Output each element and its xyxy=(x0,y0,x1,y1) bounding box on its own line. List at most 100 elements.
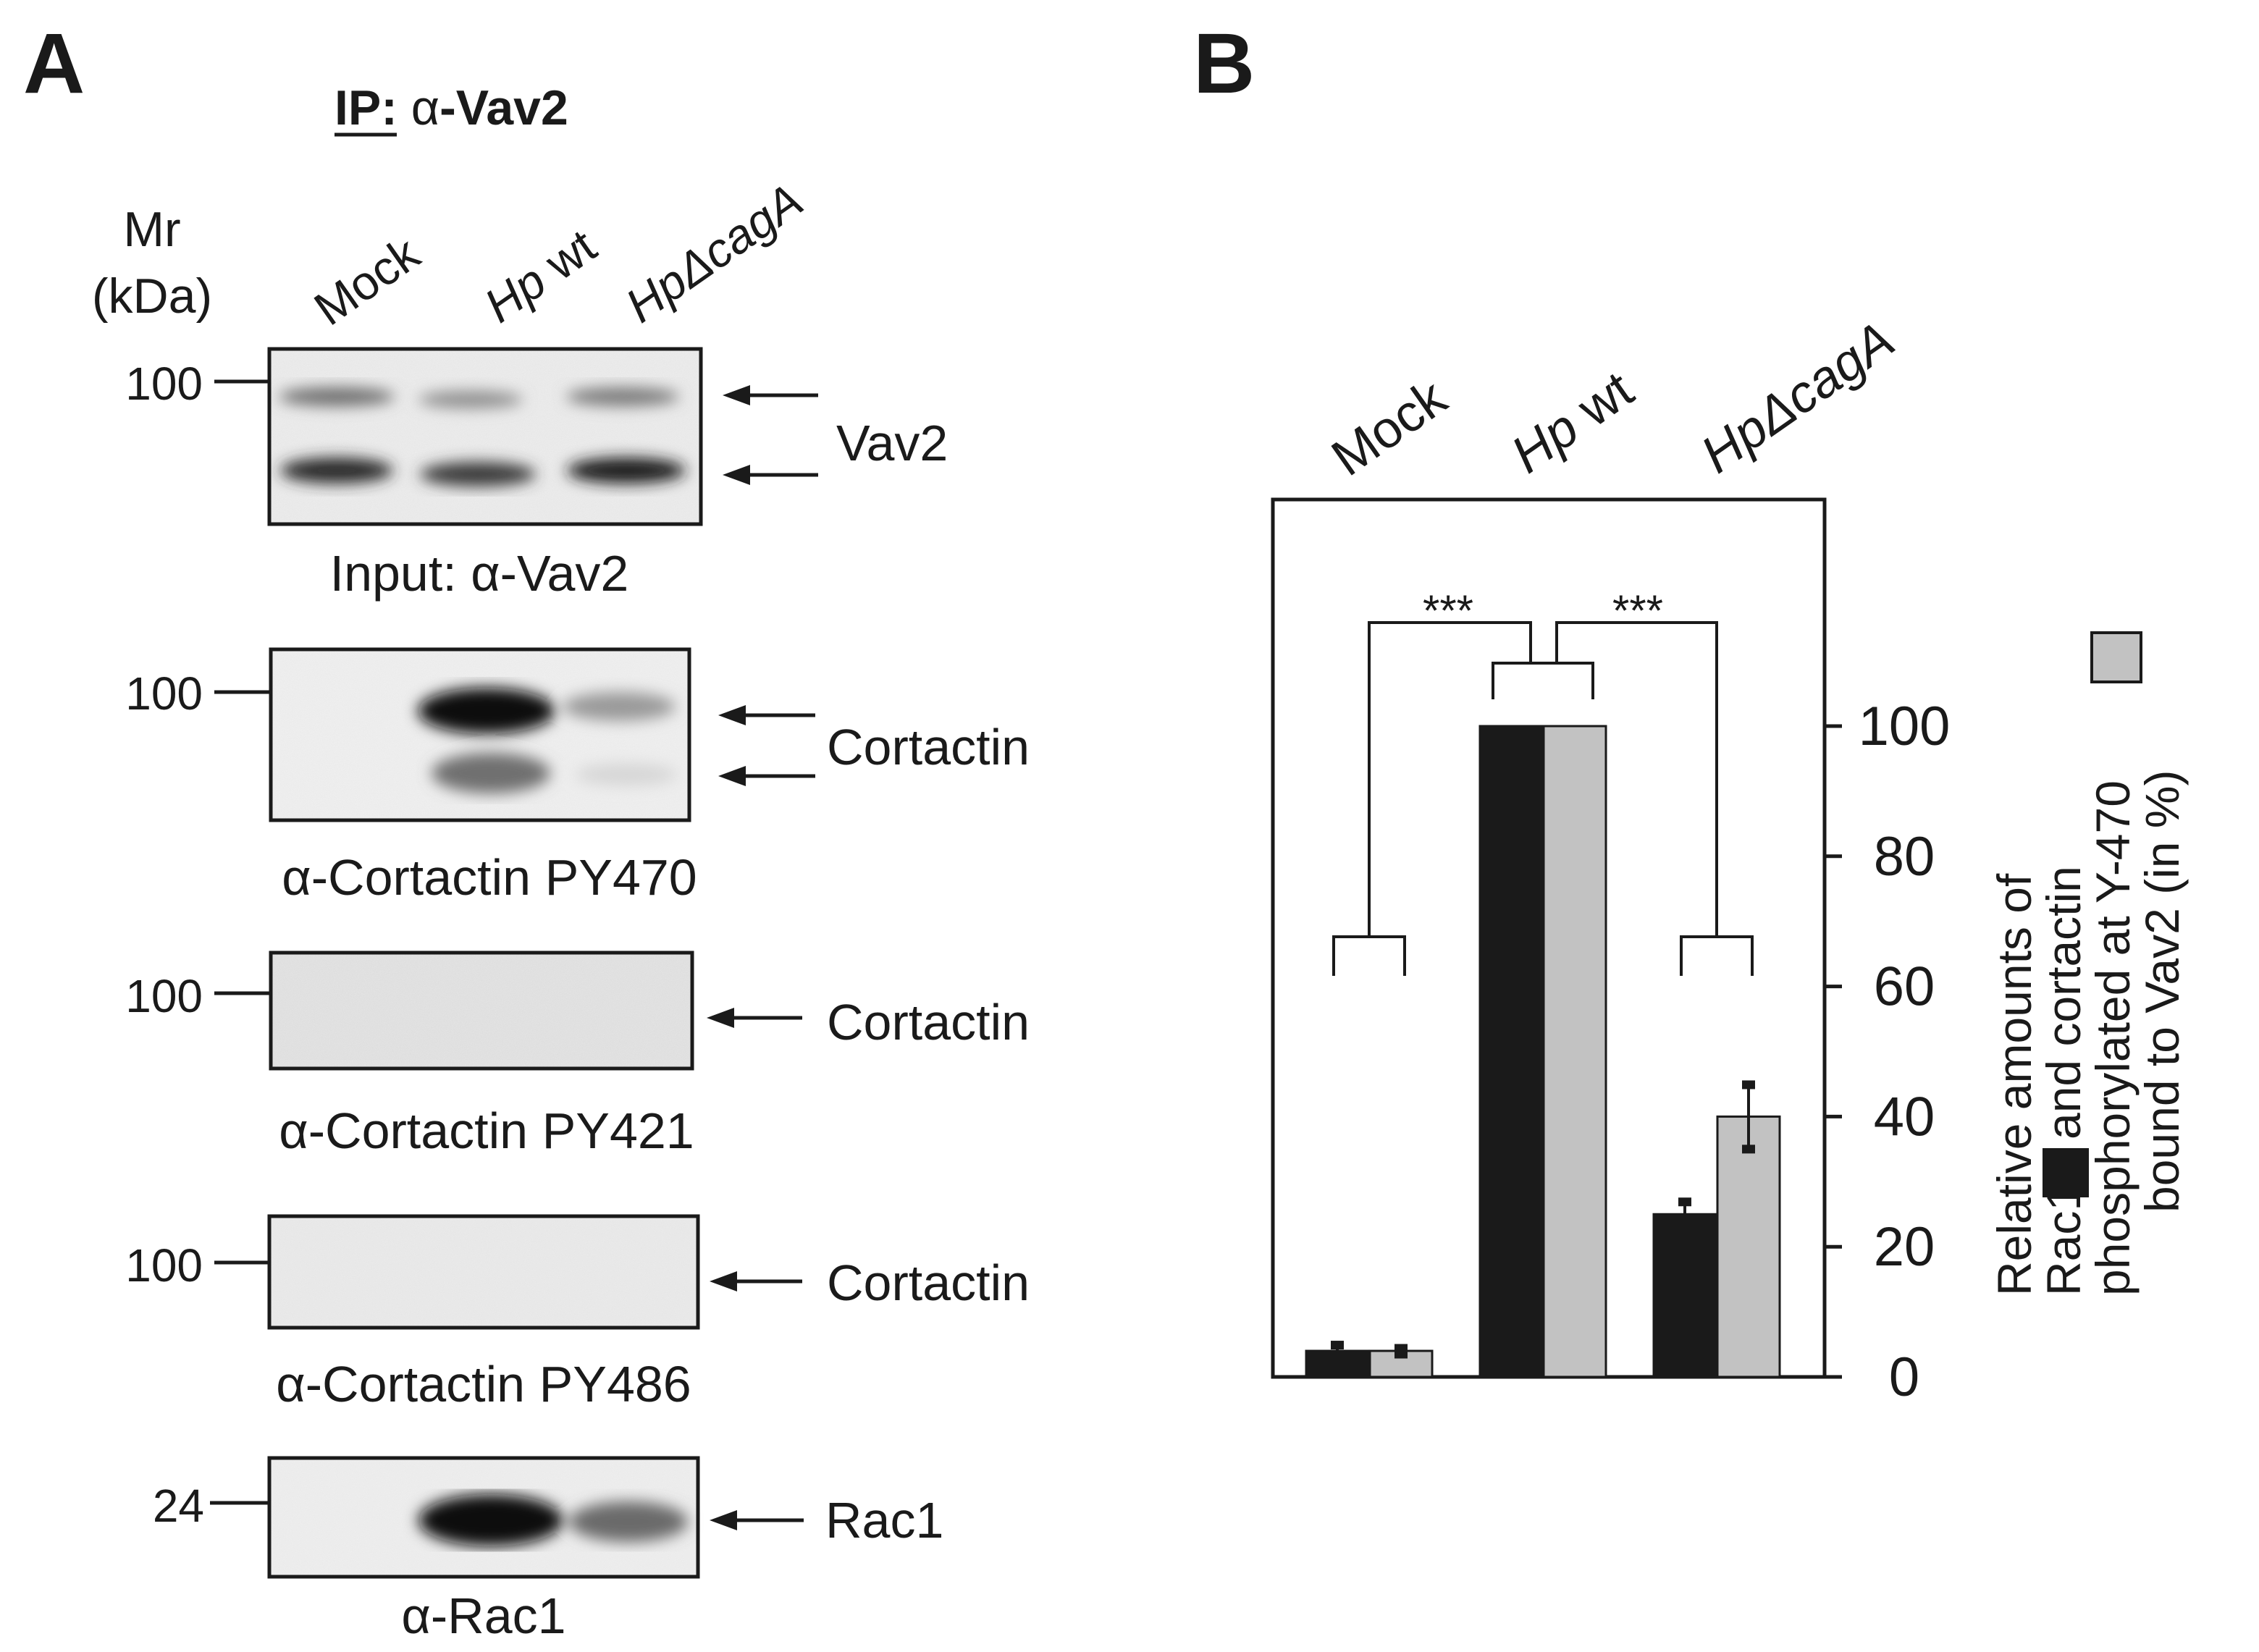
panel-a-letter: A xyxy=(23,16,85,111)
bar-rac1-1 xyxy=(1478,725,1544,1378)
bar-rac1-2 xyxy=(1652,1213,1717,1378)
ip-antibody: -Vav2 xyxy=(439,80,568,135)
band-vav2-upper-hpdcaga xyxy=(566,387,679,406)
marker-label: 24 xyxy=(153,1480,204,1532)
band-vav2-lower-mock xyxy=(280,458,393,484)
lane-label-hp-delta-caga: HpΔcagA xyxy=(616,173,812,333)
category-label-hp-wt: Hp wt xyxy=(1501,361,1644,484)
blot-caption: α-Rac1 xyxy=(401,1588,565,1644)
blot-grain xyxy=(269,349,701,524)
y-axis-label: Relative amounts of Rac1 and cortactin p… xyxy=(1987,631,2189,1296)
category-label-hp-delta-caga: HpΔcagA xyxy=(1691,311,1904,484)
band-vav2-upper-hpwt xyxy=(418,391,523,408)
ip-label: IP: α-Vav2 xyxy=(335,80,568,135)
blot-bands xyxy=(418,688,677,793)
blot-caption: α-Cortactin PY470 xyxy=(282,849,697,906)
y-tick-label: 100 xyxy=(1859,696,1951,757)
marker-label: 100 xyxy=(125,358,203,410)
band-py470-upper-hpwt xyxy=(418,688,555,734)
bar-series xyxy=(1305,725,1781,1378)
blot-cortactin-py486: 100 Cortactin α-Cortactin PY486 xyxy=(125,1214,1030,1412)
blot-cortactin-py470: 100 Cortactin α-Cortactin PY470 xyxy=(125,647,1030,906)
band-py470-upper-hpdcaga xyxy=(563,692,676,721)
y-tick-label: 20 xyxy=(1874,1216,1935,1278)
error-cap-bottom xyxy=(1394,1349,1408,1359)
band-vav2-lower-hpwt xyxy=(420,462,536,486)
blot-right-label: Rac1 xyxy=(825,1492,943,1548)
blot-bands xyxy=(279,387,686,486)
marker-label: 100 xyxy=(125,1239,203,1291)
error-cap-top xyxy=(1678,1197,1691,1207)
error-cap-bottom xyxy=(1742,1145,1755,1154)
band-rac1-hpdcaga xyxy=(569,1501,688,1542)
blot-frame xyxy=(267,1214,700,1330)
blot-grain xyxy=(271,953,692,1069)
y-tick-label: 80 xyxy=(1874,826,1935,888)
blot-frame xyxy=(267,347,703,526)
y-axis-label-line3: phosphorylated at Y-470 xyxy=(2086,780,2140,1296)
ip-colon: : xyxy=(381,80,411,135)
error-cap-top xyxy=(1742,1080,1755,1090)
panel-b-letter: B xyxy=(1193,16,1255,111)
blot-frame xyxy=(267,1456,700,1579)
legend-swatch-cortactin xyxy=(2090,631,2142,683)
lane-label-mock: Mock xyxy=(305,226,429,336)
band-rac1-hpwt xyxy=(418,1494,563,1546)
lane-label-hp-wt: Hp wt xyxy=(475,219,606,332)
bracket-hpwt-vs-hpdcaga xyxy=(1555,621,1718,937)
band-py470-lower-hpdcaga xyxy=(576,764,677,785)
blot-cortactin-py421: 100 Cortactin α-Cortactin PY421 xyxy=(125,951,1030,1159)
bracket-mock-pair xyxy=(1332,935,1406,976)
bar-cortactin-1 xyxy=(1542,725,1607,1378)
error-cap-top xyxy=(1331,1341,1344,1350)
significance-brackets xyxy=(1332,621,1754,976)
blot-rac1: 24 Rac1 α-Rac1 xyxy=(153,1456,943,1644)
y-tick-label: 60 xyxy=(1874,956,1935,1018)
arrowhead-icon xyxy=(707,1008,734,1028)
significance-label: *** xyxy=(1612,586,1663,635)
y-axis-label-line2b: and cortactin xyxy=(2037,866,2090,1139)
blot-vav2: 100 Vav2 Input: α-Vav2 xyxy=(125,347,948,602)
bar-cortactin-0 xyxy=(1368,1349,1434,1378)
panel-a: A IP: α-Vav2 Mr (kDa) Mock Hp wt HpΔcagA xyxy=(23,16,1030,1644)
blot-frame xyxy=(269,951,694,1071)
y-tick-label: 40 xyxy=(1874,1086,1935,1147)
bracket-hpdcaga-pair xyxy=(1680,935,1754,976)
blot-right-label: Cortactin xyxy=(827,719,1030,775)
blot-caption: Input: α-Vav2 xyxy=(330,545,629,602)
blot-grain xyxy=(271,649,689,820)
band-vav2-upper-mock xyxy=(279,387,395,406)
error-cap-bottom xyxy=(1331,1353,1344,1362)
marker-label: 100 xyxy=(125,970,203,1022)
ip-greek: α xyxy=(411,80,439,135)
blot-frame xyxy=(269,647,691,822)
bracket-mock-vs-hpwt xyxy=(1368,621,1532,937)
blot-bands xyxy=(418,1494,688,1546)
arrowhead-icon xyxy=(710,1510,737,1530)
mr-label-line2: (kDa) xyxy=(92,269,212,324)
category-label-mock: Mock xyxy=(1321,368,1457,487)
ip-prefix: IP xyxy=(335,80,381,135)
bracket-hpwt-pair xyxy=(1492,662,1594,699)
y-tick-label: 0 xyxy=(1889,1347,1919,1408)
arrowhead-icon xyxy=(723,385,750,405)
blot-caption: α-Cortactin PY486 xyxy=(276,1356,691,1412)
arrowhead-icon xyxy=(723,465,750,485)
marker-label: 100 xyxy=(125,667,203,720)
arrowhead-icon xyxy=(718,766,746,786)
significance-label: *** xyxy=(1423,586,1473,635)
error-cap-bottom xyxy=(1678,1223,1691,1232)
y-axis-label-line2a: Rac1 xyxy=(2037,1184,2090,1296)
panel-b: B Mock Hp wt HpΔcagA *** *** 0 20 40 60 80 10… xyxy=(1193,16,2189,1408)
blot-right-label: Vav2 xyxy=(836,415,948,471)
legend-swatch-rac1 xyxy=(2043,1148,2089,1197)
bar-cortactin-2 xyxy=(1716,1115,1781,1378)
blot-right-label: Cortactin xyxy=(827,1255,1030,1311)
band-py470-lower-hpwt xyxy=(432,753,550,793)
arrowhead-icon xyxy=(710,1271,737,1291)
blot-caption: α-Cortactin PY421 xyxy=(279,1103,694,1159)
blot-grain xyxy=(269,1216,698,1328)
mr-label-line1: Mr xyxy=(123,202,180,257)
y-axis-label-line1: Relative amounts of xyxy=(1987,873,2041,1296)
